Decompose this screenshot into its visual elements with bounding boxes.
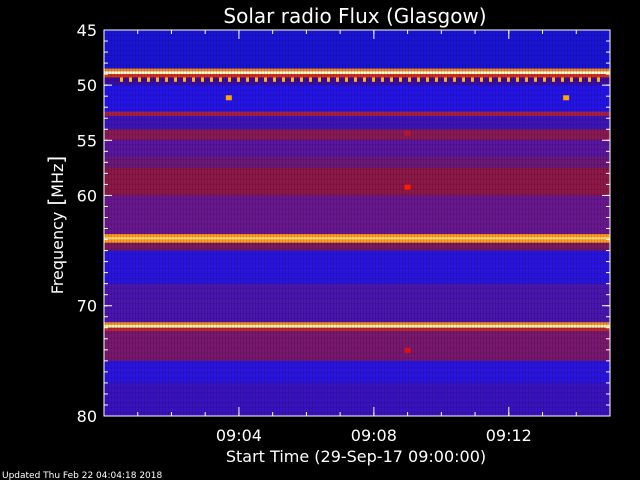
x-tick-label-09:08: 09:08 [351, 426, 397, 445]
plot-area [103, 29, 611, 417]
x-tick-label-09:12: 09:12 [486, 426, 532, 445]
y-tick-label-45: 45 [77, 21, 97, 40]
y-axis-label-text: Frequency [48, 212, 67, 295]
x-tick-label-09:04: 09:04 [216, 426, 262, 445]
y-tick-label-60: 60 [77, 186, 97, 205]
y-axis-label-bracket-close: ] [44, 156, 68, 164]
y-axis-label: Frequency [MHz] [44, 156, 68, 295]
y-tick-label-50: 50 [77, 76, 97, 95]
burst-spot-0 [404, 184, 411, 190]
chart-title: Solar radio Flux (Glasgow) [223, 4, 486, 28]
burst-spot-2 [404, 130, 411, 136]
burst-spot-1 [404, 347, 411, 353]
burst-spot-3 [225, 95, 232, 101]
interference-speckle [104, 237, 610, 240]
y-tick-label-55: 55 [77, 131, 97, 150]
time-striations [104, 30, 610, 416]
plot-frame [103, 29, 611, 417]
x-axis-label: Start Time (29-Sep-17 09:00:00) [226, 447, 486, 466]
y-axis-label-bracket-open: [ [44, 198, 68, 206]
y-axis: 45 50 55 60 70 80 [77, 21, 610, 426]
y-tick-label-80: 80 [77, 407, 97, 426]
x-axis: 09:04 09:08 09:12 [103, 30, 611, 445]
interference-ticks [116, 77, 602, 82]
burst-spot-4 [563, 95, 570, 101]
y-axis-label-unit: MHz [48, 164, 67, 198]
y-tick-label-70: 70 [77, 297, 97, 316]
update-timestamp: Updated Thu Feb 22 04:04:18 2018 [2, 471, 163, 480]
